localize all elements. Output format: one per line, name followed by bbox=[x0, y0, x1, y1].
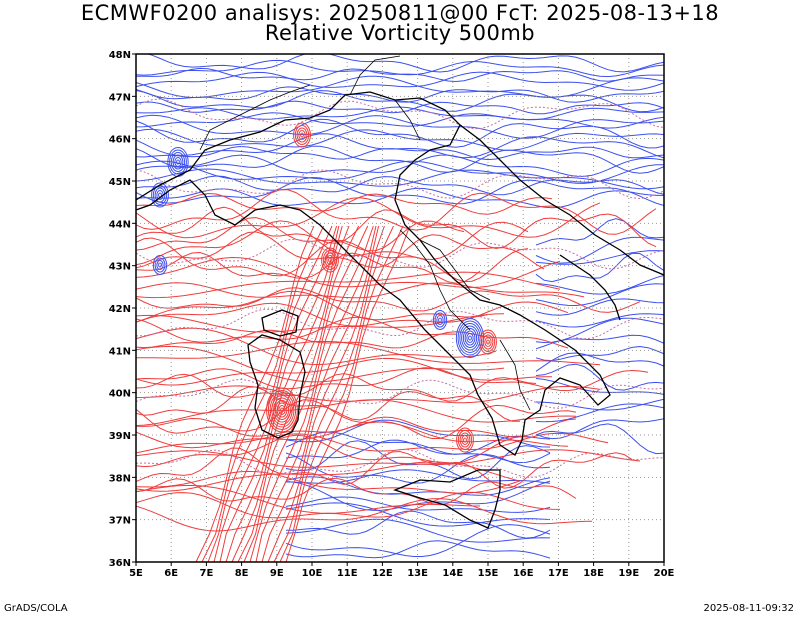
lon-tick-label: 20E bbox=[654, 568, 675, 579]
lon-tick-label: 17E bbox=[548, 568, 569, 579]
lon-tick-label: 11E bbox=[337, 568, 358, 579]
lat-tick-label: 38N bbox=[109, 473, 131, 484]
lat-tick-label: 46N bbox=[109, 135, 131, 146]
lon-tick-label: 9E bbox=[270, 568, 284, 579]
lon-tick-label: 14E bbox=[442, 568, 463, 579]
plot-area bbox=[136, 54, 664, 562]
map-title: ECMWF0200 analisys: 20250811@00 FcT: 202… bbox=[80, 1, 720, 25]
lon-tick-label: 12E bbox=[372, 568, 393, 579]
lat-tick-label: 37N bbox=[109, 516, 131, 527]
lon-tick-label: 13E bbox=[407, 568, 428, 579]
map-subtitle: Relative Vorticity 500mb bbox=[264, 21, 536, 45]
lat-tick-label: 48N bbox=[109, 50, 131, 61]
lat-tick-label: 40N bbox=[109, 389, 131, 400]
lon-tick-label: 15E bbox=[478, 568, 499, 579]
vorticity-centers bbox=[136, 98, 664, 478]
lon-tick-label: 19E bbox=[618, 568, 639, 579]
lon-tick-label: 16E bbox=[513, 568, 534, 579]
software-credit: GrADS/COLA bbox=[4, 603, 68, 614]
generation-timestamp: 2025-08-11-09:32 bbox=[703, 603, 794, 614]
lat-tick-label: 41N bbox=[109, 346, 131, 357]
lat-tick-label: 36N bbox=[109, 558, 131, 569]
lon-tick-label: 18E bbox=[583, 568, 604, 579]
lon-tick-label: 6E bbox=[164, 568, 178, 579]
coastlines bbox=[136, 91, 664, 529]
lat-tick-label: 39N bbox=[109, 431, 131, 442]
lat-tick-label: 45N bbox=[109, 177, 131, 188]
lat-tick-label: 44N bbox=[109, 219, 131, 230]
latitude-axis: 48N 47N 46N 45N 44N 43N 42N 41N 40N 39N 38N 37N 36N bbox=[109, 50, 136, 569]
longitude-axis: 5E 6E 7E 8E 9E 10E 11E 12E 13E 14E 15E 16E 17E 18E 19E… bbox=[129, 562, 675, 579]
lon-tick-label: 7E bbox=[200, 568, 214, 579]
lon-tick-label: 10E bbox=[302, 568, 323, 579]
lat-tick-label: 42N bbox=[109, 304, 131, 315]
lon-tick-label: 8E bbox=[235, 568, 249, 579]
lon-tick-label: 5E bbox=[129, 568, 143, 579]
lat-tick-label: 43N bbox=[109, 262, 131, 273]
vorticity-map: 5E 6E 7E 8E 9E 10E 11E 12E 13E 14E 15E 16E 17E 18E 19E… bbox=[109, 50, 675, 579]
lat-tick-label: 47N bbox=[109, 92, 131, 103]
positive-vorticity-contours bbox=[136, 189, 657, 562]
political-borders bbox=[199, 55, 531, 411]
